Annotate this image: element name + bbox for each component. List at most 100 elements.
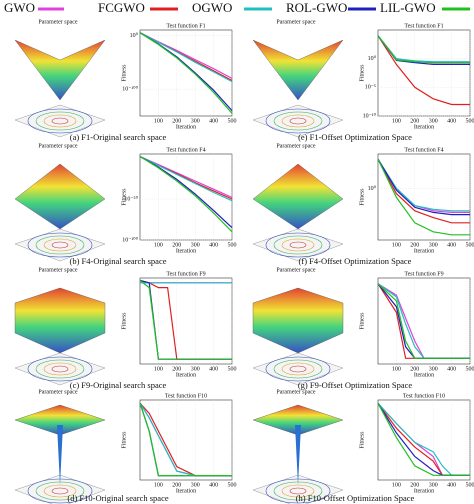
- contour: [289, 241, 307, 249]
- x-tick-label: 300: [191, 482, 200, 488]
- x-tick-label: 500: [466, 242, 474, 248]
- series-line: [139, 155, 233, 198]
- series-line: [139, 155, 233, 202]
- surface-title: Parameter space: [276, 267, 315, 273]
- surface-title: Parameter space: [38, 143, 77, 149]
- x-tick-label: 400: [447, 366, 456, 372]
- y-tick-label: 10⁻⁵: [365, 85, 376, 91]
- x-tick-label: 300: [191, 242, 200, 248]
- x-tick-label: 300: [429, 118, 438, 124]
- x-tick-label: 100: [154, 118, 163, 124]
- series-line: [139, 32, 233, 114]
- series-line: [139, 280, 232, 360]
- series-line: [139, 155, 233, 233]
- plot-area: [377, 277, 471, 365]
- x-tick-label: 500: [228, 118, 237, 124]
- series-line: [139, 32, 233, 83]
- panel-caption: (f) F4-Offset Optimization Space: [299, 256, 412, 266]
- y-tick-label: 10⁻¹⁰: [363, 112, 377, 119]
- contour: [51, 117, 69, 125]
- contour: [273, 111, 323, 131]
- x-axis-label: Iteration: [414, 372, 434, 378]
- y-tick-label: 10⁻¹⁰⁰: [122, 86, 138, 93]
- x-tick-label: 400: [209, 366, 218, 372]
- plot-area: [139, 399, 233, 481]
- x-tick-label: 100: [392, 482, 401, 488]
- contour: [281, 238, 315, 252]
- contour: [289, 365, 307, 373]
- series-line: [377, 35, 470, 63]
- panel-caption: (h) F10-Offset Optimization Space: [296, 493, 415, 503]
- y-axis-label: Fitness: [359, 431, 365, 449]
- panel-caption: (c) F9-Original search space: [70, 380, 167, 390]
- contour: [51, 487, 69, 495]
- chart-title: Test function F10: [165, 392, 207, 399]
- x-tick-label: 200: [172, 242, 181, 248]
- x-tick-label: 400: [209, 118, 218, 124]
- contour: [43, 362, 77, 376]
- surface: [252, 39, 344, 101]
- x-tick-label: 200: [410, 366, 419, 372]
- series-line: [377, 158, 470, 224]
- x-tick-label: 200: [172, 366, 181, 372]
- contour: [51, 241, 69, 249]
- surface-title: Parameter space: [38, 389, 77, 395]
- x-tick-label: 100: [154, 242, 163, 248]
- y-axis-label: Fitness: [359, 64, 365, 82]
- contour: [35, 359, 85, 379]
- y-axis-label: Fitness: [121, 64, 127, 82]
- series-line: [377, 283, 470, 359]
- x-tick-label: 200: [410, 482, 419, 488]
- x-tick-label: 300: [429, 366, 438, 372]
- x-tick-label: 300: [429, 242, 438, 248]
- x-tick-label: 200: [410, 242, 419, 248]
- plot-area: [139, 277, 233, 365]
- series-line: [377, 35, 470, 106]
- x-tick-label: 300: [429, 482, 438, 488]
- surface: [252, 163, 344, 230]
- contour: [35, 111, 85, 131]
- surface-spike: [57, 425, 63, 485]
- panel-caption: (e) F1-Offset Optimization Space: [298, 132, 412, 142]
- x-tick-label: 500: [228, 366, 237, 372]
- contour: [281, 362, 315, 376]
- y-axis-label: Fitness: [121, 312, 127, 330]
- x-axis-label: Iteration: [176, 372, 196, 378]
- plot-area: [377, 29, 471, 117]
- x-tick-label: 500: [466, 118, 474, 124]
- x-tick-label: 200: [172, 118, 181, 124]
- y-tick-label: 10⁻⁵⁰: [124, 195, 138, 202]
- panel-caption: (g) F9-Offset Optimization Space: [298, 380, 413, 390]
- contour: [27, 356, 93, 382]
- surface: [14, 287, 106, 354]
- legend-label: LIL-GWO: [380, 0, 436, 15]
- panel-caption: (b) F4-Original search space: [69, 256, 166, 266]
- chart-title: Test function F4: [166, 146, 205, 153]
- x-tick-label: 500: [466, 482, 474, 488]
- chart-title: Test function F1: [166, 22, 205, 29]
- legend-label: GWO: [4, 0, 35, 15]
- x-tick-label: 300: [191, 366, 200, 372]
- contour: [273, 359, 323, 379]
- series-line: [377, 35, 470, 64]
- surface-title: Parameter space: [38, 19, 77, 25]
- x-axis-label: Iteration: [414, 248, 434, 254]
- x-axis-label: Iteration: [414, 124, 434, 130]
- plot-area: [377, 153, 471, 241]
- x-axis-label: Iteration: [176, 248, 196, 254]
- x-tick-label: 500: [466, 366, 474, 372]
- x-tick-label: 100: [392, 242, 401, 248]
- x-tick-label: 400: [209, 242, 218, 248]
- chart-title: Test function F9: [166, 270, 205, 277]
- x-tick-label: 100: [154, 366, 163, 372]
- chart-title: Test function F9: [404, 270, 443, 277]
- x-axis-label: Iteration: [414, 488, 434, 494]
- x-tick-label: 400: [447, 242, 456, 248]
- x-tick-label: 400: [447, 482, 456, 488]
- chart-title: Test function F4: [404, 146, 443, 153]
- contour: [265, 356, 331, 382]
- x-tick-label: 100: [154, 482, 163, 488]
- contour: [289, 117, 307, 125]
